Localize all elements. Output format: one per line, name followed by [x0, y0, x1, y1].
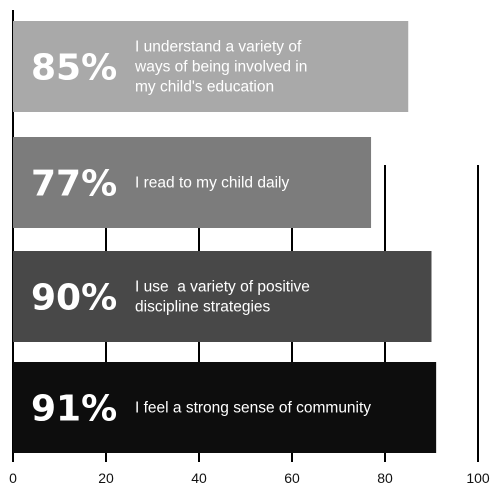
bar-category-label-4: I feel a strong sense of community: [135, 400, 371, 417]
bar-category-label-2: I read to my child daily: [135, 175, 289, 192]
bar-value-label-2: 77%: [31, 164, 117, 205]
bar-value-label-4: 91%: [31, 389, 117, 430]
bar-value-label-3: 90%: [31, 278, 117, 319]
bar-group-4: 91% I feel a strong sense of community: [13, 362, 437, 453]
bar-group-2: 77% I read to my child daily: [13, 137, 372, 228]
x-tick-label-20: 20: [98, 470, 114, 486]
bar-value-label-1: 85%: [31, 48, 117, 89]
x-tick-label-60: 60: [284, 470, 300, 486]
bar-3: [13, 251, 432, 342]
x-axis-ticks: 0 20 40 60 80 100: [9, 470, 490, 486]
bars: 85% I understand a variety of ways of bein…: [13, 21, 437, 453]
bar-2: [13, 137, 372, 228]
bar-group-1: 85% I understand a variety of ways of bein…: [13, 21, 409, 112]
x-tick-label-40: 40: [191, 470, 207, 486]
bar-group-3: 90% I use a variety of positive discipline…: [13, 251, 432, 342]
x-tick-label-0: 0: [9, 470, 17, 486]
bar-category-label-1: I understand a variety of ways of being i…: [134, 39, 307, 96]
x-tick-label-100: 100: [466, 470, 490, 486]
bar-4: [13, 362, 437, 453]
x-tick-label-80: 80: [377, 470, 393, 486]
bar-1: [13, 21, 409, 112]
bar-category-label-3: I use a variety of positive discipline st…: [135, 279, 310, 316]
